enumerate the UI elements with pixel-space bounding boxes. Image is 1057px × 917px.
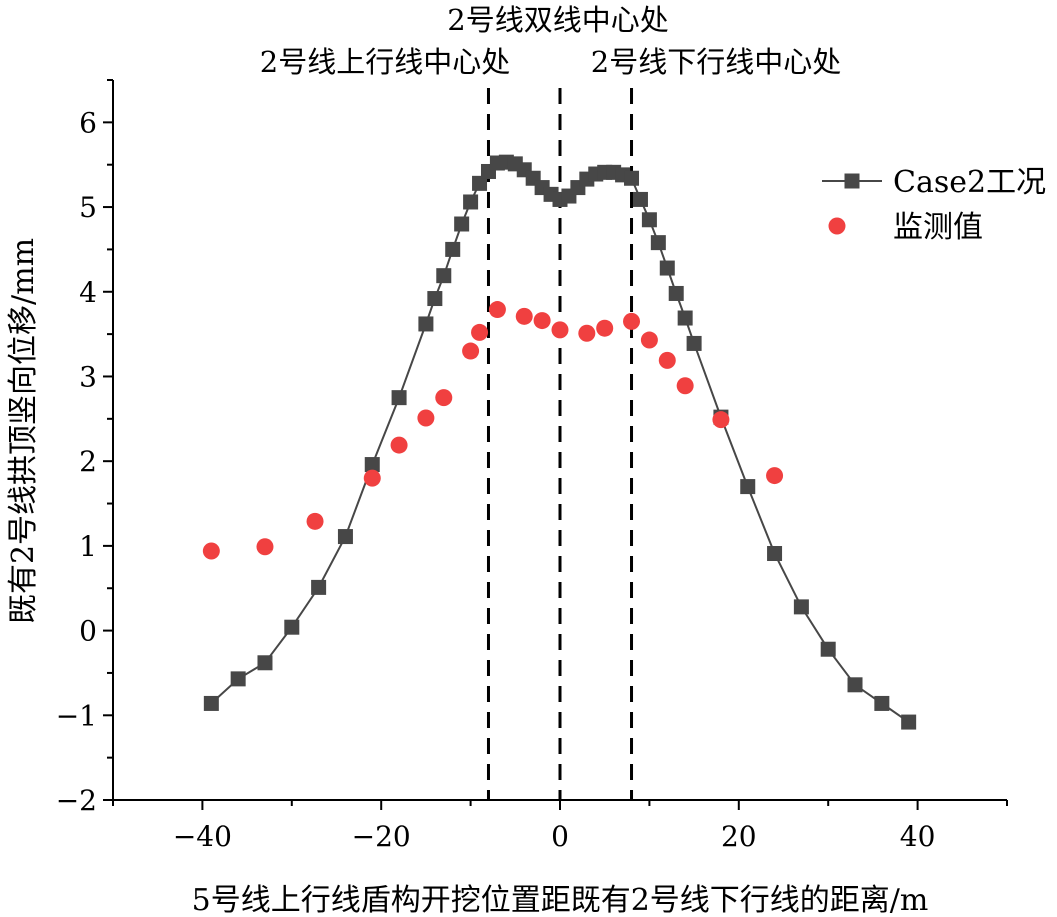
monitored-point (435, 389, 453, 407)
y-tick-label: −1 (56, 699, 97, 732)
case2-marker (257, 655, 273, 671)
case2-marker (767, 546, 783, 562)
case2-marker (391, 390, 407, 406)
monitored-point (623, 312, 641, 330)
legend-marker-case2 (844, 173, 860, 189)
monitored-point (676, 377, 694, 395)
legend-label-monitored: 监测值 (893, 210, 983, 245)
y-tick-label: 1 (79, 530, 97, 563)
case2-marker (901, 714, 917, 730)
case2-marker (820, 641, 836, 657)
case2-marker (874, 695, 890, 711)
case2-marker (364, 457, 380, 473)
monitored-point (363, 469, 381, 487)
y-tick-label: 5 (79, 191, 97, 224)
reference-line-label: 2号线下行线中心处 (591, 45, 841, 79)
legend-marker-monitored (828, 217, 846, 235)
case2-marker (436, 268, 452, 284)
y-axis-label: 既有2号线拱顶竖向位移/mm (6, 238, 41, 624)
case2-marker (284, 619, 300, 635)
monitored-point (471, 323, 489, 341)
monitored-point (462, 342, 480, 360)
x-tick-label: 20 (721, 820, 757, 853)
case2-marker (311, 579, 327, 595)
x-tick-label: −40 (173, 820, 232, 853)
reference-line-label: 2号线双线中心处 (447, 3, 668, 37)
case2-marker (677, 310, 693, 326)
reference-line-label: 2号线上行线中心处 (260, 45, 510, 79)
case2-marker (668, 285, 684, 301)
y-tick-label: −2 (56, 784, 97, 817)
x-tick-label: 40 (900, 820, 936, 853)
reference-lines: 2号线上行线中心处 2号线双线中心处 2号线下行线中心处 (260, 3, 841, 800)
case2-marker (418, 316, 434, 332)
monitored-point (533, 312, 551, 330)
y-tick-label: 0 (79, 615, 97, 648)
case2-marker (847, 677, 863, 693)
monitored-point (712, 411, 730, 429)
case2-marker (454, 216, 470, 232)
case2-marker (686, 335, 702, 351)
series-layer (202, 154, 917, 730)
monitored-point (640, 331, 658, 349)
y-tick-label: 4 (79, 276, 97, 309)
case2-marker (472, 175, 488, 191)
case2-marker (427, 291, 443, 307)
monitored-point (202, 542, 220, 560)
monitored-point (596, 319, 614, 337)
x-tick-label: −20 (352, 820, 411, 853)
y-tick-label: 6 (79, 106, 97, 139)
y-tick-label: 3 (79, 360, 97, 393)
y-tick-label: 2 (79, 445, 97, 478)
case2-marker (740, 479, 756, 495)
case2-marker (230, 671, 246, 687)
case2-marker (445, 241, 461, 257)
case2-marker (632, 191, 648, 207)
case2-marker (624, 170, 640, 186)
case2-marker (337, 529, 353, 545)
monitored-point (551, 321, 569, 339)
monitored-point (578, 324, 596, 342)
monitored-point (658, 351, 676, 369)
case2-marker (203, 695, 219, 711)
monitored-point (766, 467, 784, 485)
monitored-point (515, 307, 533, 325)
monitored-point (306, 512, 324, 530)
axes: −40 −20 0 20 40 −2 −1 0 1 2 3 4 5 6 (56, 79, 1008, 853)
monitored-point (417, 409, 435, 427)
case2-marker (641, 212, 657, 228)
monitored-point (488, 301, 506, 319)
monitored-point (390, 436, 408, 454)
x-tick-label: 0 (551, 820, 569, 853)
case2-marker (650, 235, 666, 251)
x-axis-label: 5号线上行线盾构开挖位置距既有2号线下行线的距离/m (192, 883, 929, 917)
case2-marker (793, 599, 809, 615)
legend-label-case2: Case2工况 (893, 165, 1046, 200)
monitored-point (256, 538, 274, 556)
case2-marker (659, 260, 675, 276)
case2-marker (463, 194, 479, 210)
